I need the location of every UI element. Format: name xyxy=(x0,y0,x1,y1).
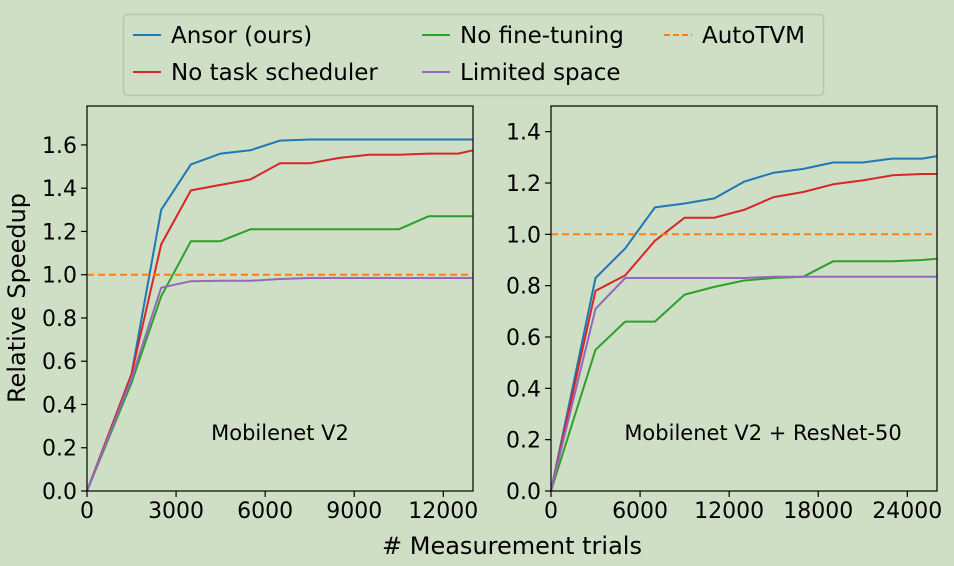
y-tick-label: 0.8 xyxy=(42,307,77,332)
y-tick-label: 1.2 xyxy=(42,220,77,245)
legend-label-ansor: Ansor (ours) xyxy=(171,23,312,49)
x-tick-label: 0 xyxy=(80,499,94,524)
x-tick-label: 24000 xyxy=(872,499,942,524)
y-tick-label: 0.2 xyxy=(506,429,541,454)
series-line-limited_space xyxy=(86,277,473,492)
y-tick-label: 0.0 xyxy=(42,480,77,505)
plot-frame xyxy=(86,105,474,492)
x-tick-label: 3000 xyxy=(148,499,204,524)
x-tick-label: 9000 xyxy=(326,499,382,524)
y-tick-label: 0.4 xyxy=(42,393,77,418)
panel-mobilenet-v2: 0 3000 6000 9000 12000 0.0 0.2 0.4 0.6 0.8 1.0 1.2 1… xyxy=(42,105,478,524)
series-line-ansor xyxy=(86,138,473,492)
legend-frame xyxy=(122,13,825,97)
x-tick-label: 6000 xyxy=(237,499,293,524)
plot-frame xyxy=(550,105,938,492)
series-line-no_fine_tuning xyxy=(86,215,473,492)
legend-label-no_task_scheduler: No task scheduler xyxy=(171,60,378,86)
y-tick-label: 0.0 xyxy=(506,480,541,505)
panel-annotation: Mobilenet V2 + ResNet-50 xyxy=(624,421,901,445)
x-axis-label: # Measurement trials xyxy=(382,532,642,560)
y-tick-label: 1.4 xyxy=(506,121,541,146)
series-line-no_task_scheduler xyxy=(550,173,937,492)
x-tick-label: 6000 xyxy=(612,499,668,524)
series-line-ansor xyxy=(550,155,938,492)
y-tick-label: 1.2 xyxy=(506,172,541,197)
panel-mobilenet-resnet: 0 6000 12000 18000 24000 0.0 0.2 0.4 0.6 0.8 1.0 1.… xyxy=(506,105,942,524)
series-line-no_task_scheduler xyxy=(86,149,474,492)
y-axis-label: Relative Speedup xyxy=(3,193,31,403)
y-tick-label: 0.6 xyxy=(42,350,77,375)
legend-label-no_fine_tuning: No fine-tuning xyxy=(460,23,624,49)
series-line-no_fine_tuning xyxy=(550,257,938,492)
y-tick-label: 1.0 xyxy=(42,264,77,289)
legend-label-autotvm: AutoTVM xyxy=(702,23,805,49)
y-tick-label: 1.6 xyxy=(42,134,77,159)
legend: Ansor (ours) No task scheduler No fine-tun… xyxy=(122,13,825,97)
x-tick-label: 12000 xyxy=(408,499,478,524)
series-line-limited_space xyxy=(550,275,937,492)
legend-label-limited_space: Limited space xyxy=(460,60,621,86)
y-tick-label: 0.6 xyxy=(506,326,541,351)
y-tick-label: 1.4 xyxy=(42,177,77,202)
y-tick-label: 1.0 xyxy=(506,223,541,248)
x-tick-label: 18000 xyxy=(783,499,853,524)
x-tick-label: 0 xyxy=(544,499,558,524)
y-tick-label: 0.2 xyxy=(42,437,77,462)
y-tick-label: 0.8 xyxy=(506,275,541,300)
x-tick-label: 12000 xyxy=(694,499,764,524)
y-tick-label: 0.4 xyxy=(506,377,541,402)
panel-annotation: Mobilenet V2 xyxy=(211,421,349,445)
